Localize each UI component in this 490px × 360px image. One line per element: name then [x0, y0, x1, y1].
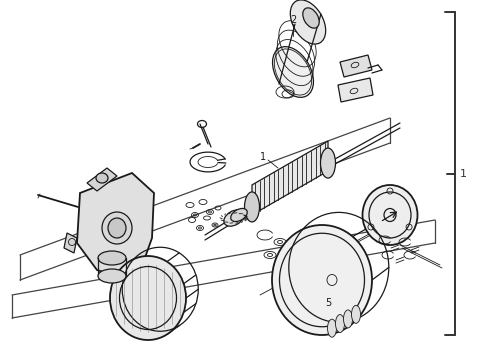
- Ellipse shape: [363, 185, 417, 245]
- Ellipse shape: [98, 251, 126, 265]
- Polygon shape: [77, 173, 154, 278]
- Ellipse shape: [245, 192, 260, 222]
- Polygon shape: [64, 233, 77, 253]
- Ellipse shape: [272, 47, 314, 97]
- Ellipse shape: [351, 305, 361, 323]
- Ellipse shape: [303, 8, 319, 28]
- Ellipse shape: [98, 269, 126, 283]
- Text: 3: 3: [252, 205, 258, 215]
- Polygon shape: [252, 141, 328, 215]
- Ellipse shape: [224, 210, 244, 226]
- Polygon shape: [338, 78, 373, 102]
- Text: 1: 1: [460, 168, 467, 179]
- Ellipse shape: [96, 173, 108, 183]
- Ellipse shape: [110, 256, 186, 340]
- Text: 2: 2: [290, 15, 296, 25]
- Polygon shape: [340, 55, 372, 77]
- Ellipse shape: [290, 0, 326, 44]
- Ellipse shape: [320, 148, 336, 178]
- Ellipse shape: [336, 315, 344, 333]
- Polygon shape: [87, 168, 117, 191]
- Text: 5: 5: [325, 298, 331, 308]
- Ellipse shape: [343, 310, 352, 328]
- Ellipse shape: [231, 208, 247, 221]
- Ellipse shape: [108, 218, 126, 238]
- Ellipse shape: [272, 225, 372, 335]
- Ellipse shape: [327, 319, 337, 337]
- Text: 1: 1: [260, 152, 266, 162]
- Ellipse shape: [102, 212, 132, 244]
